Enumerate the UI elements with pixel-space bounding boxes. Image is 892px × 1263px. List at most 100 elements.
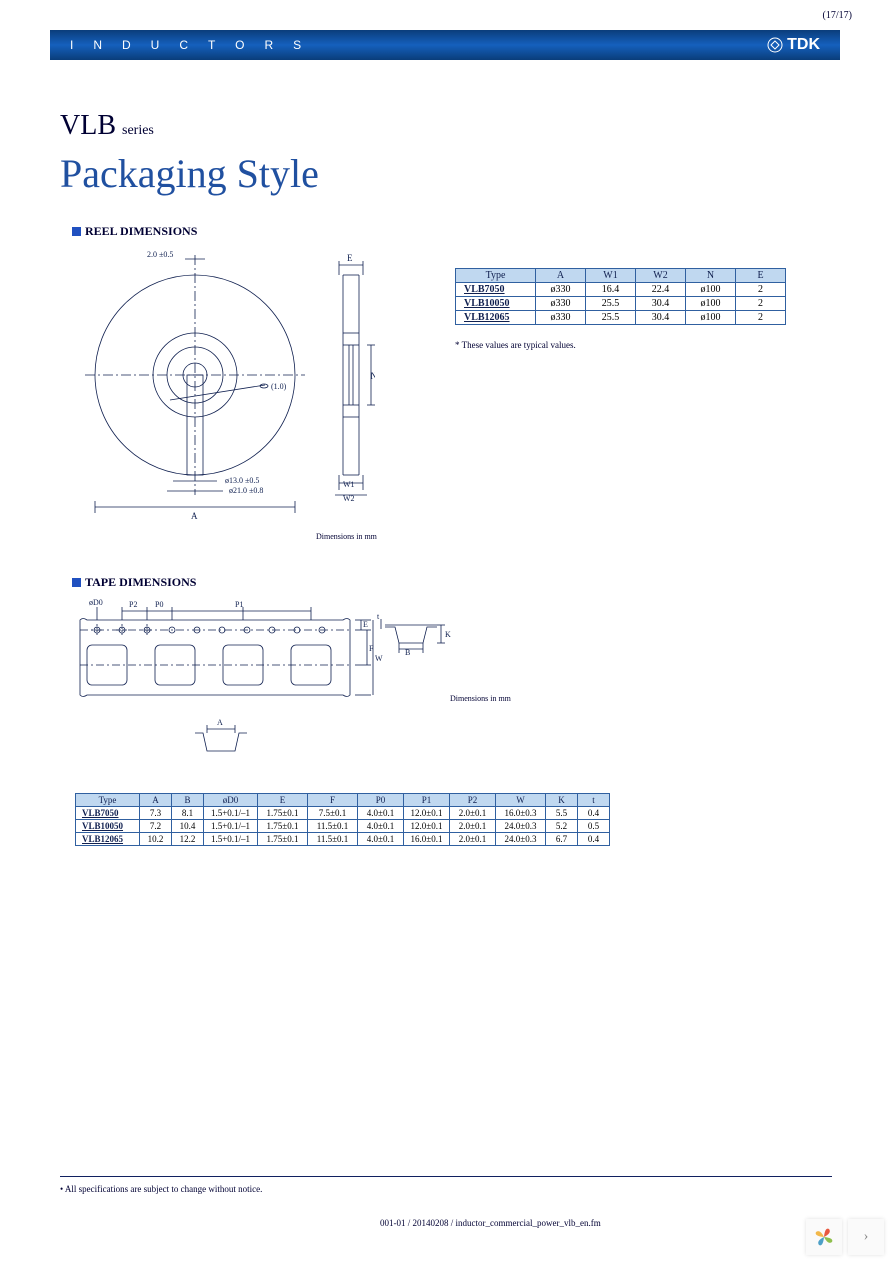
table-cell: 0.4 [578, 807, 610, 820]
table-cell: 30.4 [636, 311, 686, 325]
tape-section-text: TAPE DIMENSIONS [85, 575, 196, 590]
table-cell: 10.4 [172, 820, 204, 833]
table-cell: VLB10050 [456, 297, 536, 311]
table-cell: 11.5±0.1 [308, 820, 358, 833]
reel-col-W1: W1 [586, 269, 636, 283]
table-cell: 22.4 [636, 283, 686, 297]
tape-col-6: P0 [358, 794, 404, 807]
table-cell: 25.5 [586, 297, 636, 311]
tape-drawing: øD0 P2 P0 P1 E F W K B t A [75, 595, 455, 775]
page-number: (17/17) [823, 10, 852, 21]
table-row: VLB1206510.212.21.5+0.1/–11.75±0.111.5±0… [76, 833, 610, 846]
tape-col-0: Type [76, 794, 140, 807]
table-cell: VLB10050 [76, 820, 140, 833]
table-cell: 7.2 [140, 820, 172, 833]
bullet-icon [72, 578, 81, 587]
header-bar: INDUCTORS TDK [50, 30, 840, 60]
table-cell: 1.5+0.1/–1 [204, 807, 258, 820]
tape-col-3: øD0 [204, 794, 258, 807]
header-title: INDUCTORS [70, 38, 321, 52]
corner-widget: › [806, 1219, 884, 1255]
footer-note: • All specifications are subject to chan… [60, 1184, 262, 1194]
tape-col-8: P2 [450, 794, 496, 807]
dim-W1: W1 [343, 480, 355, 489]
dim-B: B [405, 648, 410, 657]
dim-tape-W: W [375, 654, 383, 663]
table-cell: 7.3 [140, 807, 172, 820]
table-cell: ø100 [686, 297, 736, 311]
table-cell: 0.4 [578, 833, 610, 846]
tape-table-header-row: Type A B øD0 E F P0 P1 P2 W K t [76, 794, 610, 807]
dim-t: t [377, 612, 380, 621]
tape-col-4: E [258, 794, 308, 807]
table-cell: 5.2 [546, 820, 578, 833]
tape-col-5: F [308, 794, 358, 807]
dim-K: K [445, 630, 451, 639]
dim-d21: ø21.0 ±0.8 [229, 486, 263, 495]
table-cell: 7.5±0.1 [308, 807, 358, 820]
reel-drawing: 2.0 ±0.5 (1.0) ø13.0 ±0.5 ø21.0 ±0.8 A E… [85, 245, 375, 525]
reel-table-header-row: Type A W1 W2 N E [456, 269, 786, 283]
dim-A: A [191, 511, 198, 521]
reel-note: * These values are typical values. [455, 340, 576, 350]
reel-col-E: E [736, 269, 786, 283]
dims-note-reel: Dimensions in mm [316, 532, 377, 541]
table-cell: 16.0±0.1 [404, 833, 450, 846]
table-cell: 25.5 [586, 311, 636, 325]
dim-2-0: 2.0 ±0.5 [147, 250, 173, 259]
series-small: series [122, 123, 154, 138]
dim-E: E [347, 253, 353, 263]
table-row: VLB12065ø33025.530.4ø1002 [456, 311, 786, 325]
table-cell: 4.0±0.1 [358, 820, 404, 833]
table-cell: ø100 [686, 311, 736, 325]
tape-col-9: W [496, 794, 546, 807]
reel-col-A: A [536, 269, 586, 283]
table-cell: 2.0±0.1 [450, 820, 496, 833]
dim-N: N [371, 371, 376, 381]
dim-tape-A: A [217, 718, 223, 727]
table-row: VLB10050ø33025.530.4ø1002 [456, 297, 786, 311]
table-cell: 12.0±0.1 [404, 820, 450, 833]
logo-text: TDK [787, 36, 820, 54]
tape-col-1: A [140, 794, 172, 807]
series-big: VLB [60, 110, 116, 141]
reel-col-type: Type [456, 269, 536, 283]
table-cell: 4.0±0.1 [358, 807, 404, 820]
table-cell: ø330 [536, 297, 586, 311]
table-cell: 8.1 [172, 807, 204, 820]
reel-col-N: N [686, 269, 736, 283]
table-cell: 1.75±0.1 [258, 820, 308, 833]
table-cell: 4.0±0.1 [358, 833, 404, 846]
next-arrow-button[interactable]: › [848, 1219, 884, 1255]
dims-note-tape: Dimensions in mm [450, 694, 511, 703]
dim-d13: ø13.0 ±0.5 [225, 476, 259, 485]
table-cell: ø100 [686, 283, 736, 297]
dim-D0: øD0 [89, 598, 103, 607]
footer-rule [60, 1176, 832, 1177]
dim-P0: P0 [155, 600, 163, 609]
table-cell: ø330 [536, 283, 586, 297]
tdk-logo: TDK [767, 36, 820, 54]
table-cell: 2 [736, 283, 786, 297]
table-cell: 2 [736, 311, 786, 325]
table-cell: 11.5±0.1 [308, 833, 358, 846]
table-cell: 12.2 [172, 833, 204, 846]
table-cell: 2.0±0.1 [450, 807, 496, 820]
reel-table: Type A W1 W2 N E VLB7050ø33016.422.4ø100… [455, 268, 786, 325]
footer-id: 001-01 / 20140208 / inductor_commercial_… [380, 1218, 601, 1228]
logo-icon [767, 37, 783, 53]
reel-section-label: REEL DIMENSIONS [72, 224, 197, 239]
flower-icon[interactable] [806, 1219, 842, 1255]
table-cell: VLB12065 [456, 311, 536, 325]
tape-col-2: B [172, 794, 204, 807]
table-row: VLB70507.38.11.5+0.1/–11.75±0.17.5±0.14.… [76, 807, 610, 820]
table-cell: 30.4 [636, 297, 686, 311]
tape-section-label: TAPE DIMENSIONS [72, 575, 196, 590]
table-cell: 1.75±0.1 [258, 807, 308, 820]
table-cell: 1.5+0.1/–1 [204, 833, 258, 846]
reel-col-W2: W2 [636, 269, 686, 283]
dim-P2: P2 [129, 600, 137, 609]
dim-P1: P1 [235, 600, 243, 609]
table-cell: 1.5+0.1/–1 [204, 820, 258, 833]
table-cell: 24.0±0.3 [496, 820, 546, 833]
